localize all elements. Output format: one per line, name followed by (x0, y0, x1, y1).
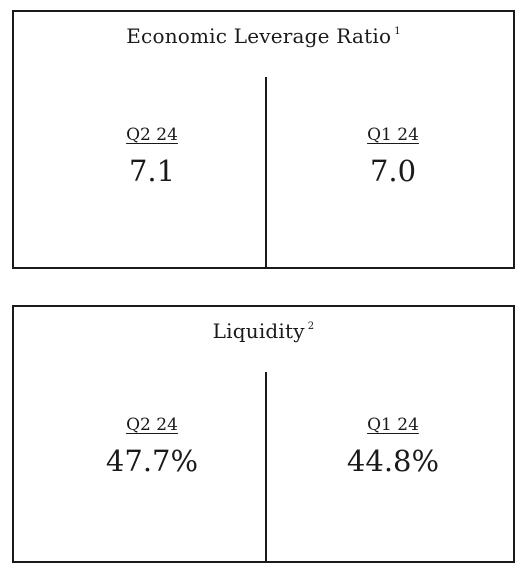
metric-value: 44.8% (346, 444, 440, 478)
period-label: Q2 24 (126, 125, 178, 145)
liquidity-panel: Liquidity 2 Q2 24 47.7% Q1 24 44.8% (12, 305, 515, 563)
panel-title-text: Economic Leverage Ratio (126, 24, 392, 48)
metric-value: 7.1 (128, 154, 176, 188)
panel-title-text: Liquidity (212, 319, 305, 343)
current-quarter-column: Q2 24 47.7% (72, 415, 232, 478)
footnote-marker: 2 (307, 321, 315, 332)
period-label: Q1 24 (367, 415, 419, 435)
column-divider (265, 372, 267, 563)
economic-leverage-ratio-panel: Economic Leverage Ratio 1 Q2 24 7.1 Q1 24… (12, 10, 515, 269)
period-label: Q1 24 (367, 125, 419, 145)
panel-title: Liquidity 2 (14, 319, 513, 343)
current-quarter-column: Q2 24 7.1 (72, 125, 232, 188)
period-label: Q2 24 (126, 415, 178, 435)
prior-quarter-column: Q1 24 7.0 (313, 125, 473, 188)
panel-title: Economic Leverage Ratio 1 (14, 24, 513, 48)
prior-quarter-column: Q1 24 44.8% (313, 415, 473, 478)
column-divider (265, 77, 267, 269)
metric-value: 7.0 (369, 154, 417, 188)
metric-value: 47.7% (105, 444, 199, 478)
footnote-marker: 1 (394, 26, 401, 37)
